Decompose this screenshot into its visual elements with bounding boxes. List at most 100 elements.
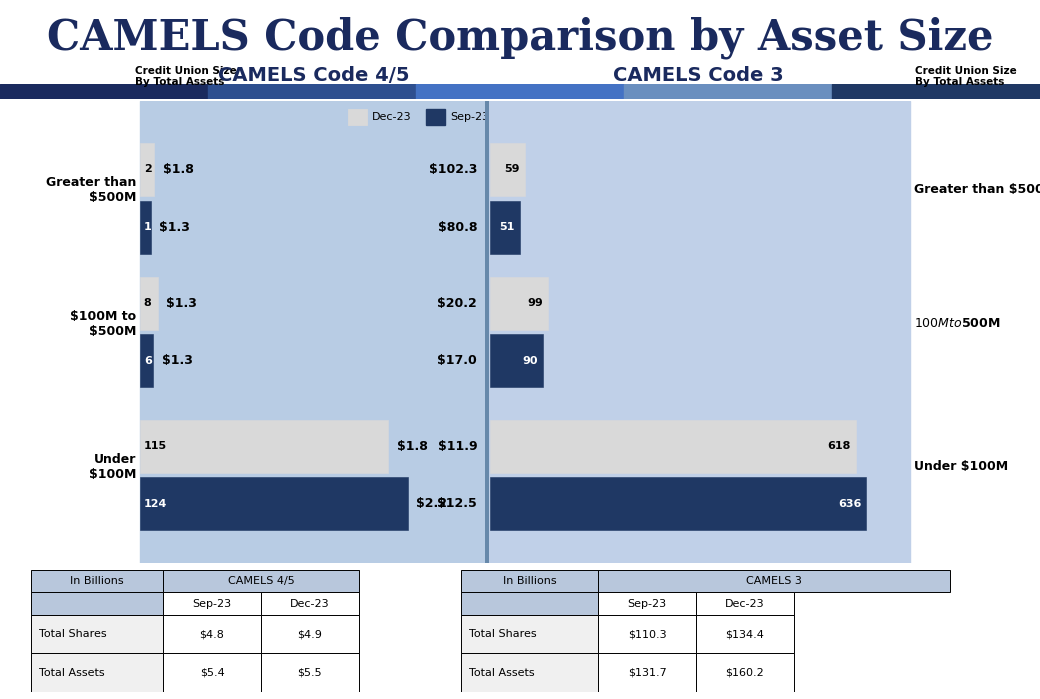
Bar	[462, 592, 598, 615]
Text: Credit Union Size
By Total Assets: Credit Union Size By Total Assets	[135, 66, 237, 87]
Bar	[140, 101, 487, 563]
Text: 1: 1	[144, 222, 152, 232]
Bar	[140, 201, 151, 254]
Text: In Billions: In Billions	[71, 576, 124, 586]
Text: 618: 618	[827, 441, 851, 452]
Bar	[261, 654, 359, 692]
Bar	[598, 592, 696, 615]
Bar	[462, 654, 598, 692]
Text: $160.2: $160.2	[726, 668, 764, 678]
Text: $12.5: $12.5	[438, 498, 477, 510]
Text: 90: 90	[522, 356, 538, 366]
Text: 51: 51	[499, 222, 515, 232]
Text: 2: 2	[144, 164, 152, 175]
Bar	[163, 570, 359, 592]
Bar	[31, 592, 163, 615]
Text: $134.4: $134.4	[726, 629, 764, 639]
Text: $2.2: $2.2	[416, 498, 447, 510]
Text: Total Shares: Total Shares	[40, 629, 107, 639]
Text: $17.0: $17.0	[438, 354, 477, 368]
Bar	[462, 615, 598, 654]
Bar	[348, 109, 367, 125]
Bar	[140, 334, 153, 387]
Text: Total Assets: Total Assets	[469, 668, 535, 678]
Bar	[261, 592, 359, 615]
Text: $100M to
$500M: $100M to $500M	[70, 310, 136, 338]
Bar	[696, 592, 794, 615]
Text: $1.8: $1.8	[162, 163, 193, 176]
Bar	[31, 654, 163, 692]
Bar	[163, 615, 261, 654]
Text: $102.3: $102.3	[428, 163, 477, 176]
Text: $4.8: $4.8	[200, 629, 225, 639]
Bar	[490, 277, 548, 330]
Text: $5.5: $5.5	[297, 668, 322, 678]
Text: Dec-23: Dec-23	[372, 112, 412, 122]
Bar	[490, 419, 856, 473]
Text: $20.2: $20.2	[438, 296, 477, 310]
Text: Total Shares: Total Shares	[469, 629, 537, 639]
Bar	[490, 334, 543, 387]
Bar	[598, 654, 696, 692]
Text: 6: 6	[144, 356, 152, 366]
Bar	[31, 615, 163, 654]
Text: In Billions: In Billions	[503, 576, 556, 586]
Bar	[462, 570, 598, 592]
Text: 59: 59	[504, 164, 520, 175]
Text: Credit Union Size
By Total Assets: Credit Union Size By Total Assets	[915, 66, 1017, 87]
Text: CAMELS Code 3: CAMELS Code 3	[613, 66, 784, 85]
Bar	[490, 477, 866, 531]
Bar	[163, 654, 261, 692]
Bar	[696, 654, 794, 692]
Text: $1.3: $1.3	[159, 221, 190, 233]
Bar	[163, 592, 261, 615]
Bar	[426, 109, 445, 125]
Bar	[140, 419, 389, 473]
Bar	[261, 615, 359, 654]
Text: Sep-23: Sep-23	[450, 112, 490, 122]
Text: 115: 115	[144, 441, 167, 452]
Text: Dec-23: Dec-23	[725, 598, 764, 609]
Text: 8: 8	[144, 298, 152, 308]
Text: Greater than
$500M: Greater than $500M	[46, 176, 136, 204]
Text: $1.3: $1.3	[162, 354, 192, 368]
Text: Greater than $500M: Greater than $500M	[914, 183, 1040, 196]
Bar	[832, 84, 1040, 99]
Bar	[696, 615, 794, 654]
Text: $1.8: $1.8	[397, 440, 427, 453]
Text: Sep-23: Sep-23	[192, 598, 232, 609]
Text: $11.9: $11.9	[438, 440, 477, 453]
Bar	[598, 570, 951, 592]
Bar	[31, 570, 163, 592]
Bar	[416, 84, 624, 99]
Bar	[140, 277, 158, 330]
Text: 99: 99	[527, 298, 544, 308]
Text: $5.4: $5.4	[200, 668, 225, 678]
Text: CAMELS Code Comparison by Asset Size: CAMELS Code Comparison by Asset Size	[47, 17, 993, 59]
Bar	[208, 84, 416, 99]
Text: Under $100M: Under $100M	[914, 460, 1008, 473]
Text: Total Assets: Total Assets	[40, 668, 105, 678]
Bar	[490, 143, 525, 196]
Bar	[0, 84, 208, 99]
Bar	[140, 477, 408, 531]
Text: $4.9: $4.9	[297, 629, 322, 639]
Bar	[490, 201, 520, 254]
Text: CAMELS Code 4/5: CAMELS Code 4/5	[217, 66, 410, 85]
Text: CAMELS 4/5: CAMELS 4/5	[228, 576, 294, 586]
Text: $131.7: $131.7	[628, 668, 667, 678]
Text: CAMELS 3: CAMELS 3	[747, 576, 802, 586]
Bar	[624, 84, 832, 99]
Text: Under
$100M: Under $100M	[88, 453, 136, 481]
Text: Dec-23: Dec-23	[290, 598, 330, 609]
Bar	[487, 101, 910, 563]
Text: 636: 636	[838, 499, 861, 509]
Text: $80.8: $80.8	[438, 221, 477, 233]
Text: $110.3: $110.3	[628, 629, 667, 639]
Bar	[140, 143, 154, 196]
Text: Sep-23: Sep-23	[627, 598, 667, 609]
Text: $1.3: $1.3	[166, 296, 198, 310]
Text: 124: 124	[144, 499, 167, 509]
Text: $100M to $500M: $100M to $500M	[914, 317, 1000, 330]
Bar	[598, 615, 696, 654]
